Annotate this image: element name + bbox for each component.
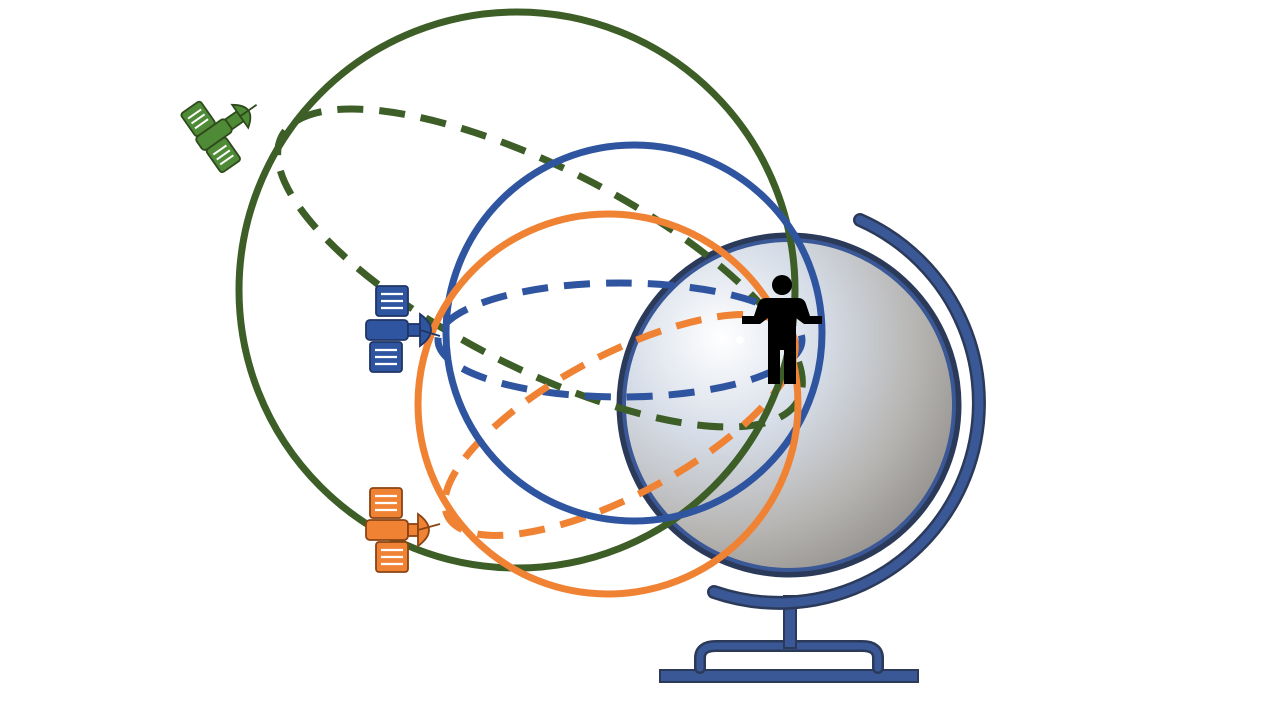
satellite-icon xyxy=(365,487,441,573)
person-icon xyxy=(742,275,822,384)
blue-coverage-circle xyxy=(442,141,826,525)
globe-base xyxy=(659,669,919,683)
orange-coverage-circle xyxy=(414,210,802,598)
satellite-icon xyxy=(365,285,441,373)
blue-satellite xyxy=(365,285,441,373)
globe-icon xyxy=(616,213,986,683)
green-satellite xyxy=(180,100,258,174)
blue-orbit-ellipse xyxy=(434,279,806,401)
satellite-icon xyxy=(180,100,258,174)
orange-satellite xyxy=(365,487,441,573)
